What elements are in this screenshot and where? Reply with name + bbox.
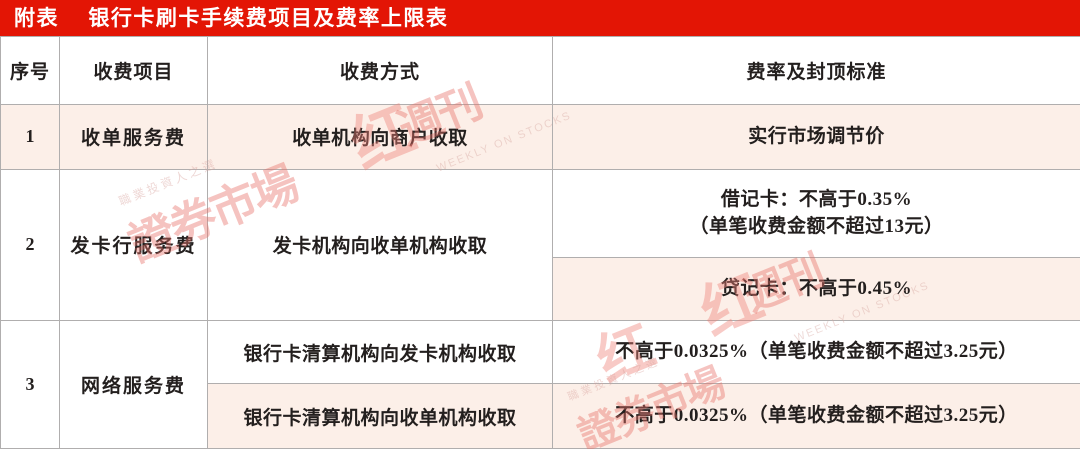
column-header-rate: 费率及封顶标准 — [552, 36, 1080, 105]
rate-line: （单笔收费金额不超过13元） — [689, 216, 944, 238]
row-mode-3b: 银行卡清算机构向收单机构收取 — [207, 383, 553, 449]
table-row: 2 发卡行服务费 发卡机构向收单机构收取 借记卡：不高于0.35% （单笔收费金… — [0, 168, 1080, 321]
rate-line: 借记卡：不高于0.35% — [720, 188, 913, 210]
row-item-2: 发卡行服务费 — [59, 168, 208, 321]
column-header-index: 序号 — [0, 36, 60, 105]
rate-line: 贷记卡：不高于0.45% — [720, 278, 913, 300]
page-title: 附表 银行卡刷卡手续费项目及费率上限表 — [14, 6, 449, 30]
row-item-1: 收单服务费 — [59, 104, 208, 170]
column-header-item: 收费项目 — [59, 36, 208, 105]
row-rate-1: 实行市场调节价 — [552, 104, 1080, 170]
row-index-1: 1 — [0, 104, 60, 170]
table-body: 1 收单服务费 收单机构向商户收取 实行市场调节价 2 发卡行服务费 发卡机构向… — [0, 104, 1080, 449]
table-row: 3 网络服务费 银行卡清算机构向发卡机构收取 不高于0.0325%（单笔收费金额… — [0, 319, 1080, 449]
row-index-2: 2 — [0, 168, 60, 321]
table-header-row: 序号 收费项目 收费方式 费率及封顶标准 — [0, 36, 1080, 105]
row-rate-3a: 不高于0.0325%（单笔收费金额不超过3.25元） — [552, 319, 1080, 385]
table-row: 银行卡清算机构向收单机构收取 不高于0.0325%（单笔收费金额不超过3.25元… — [1, 383, 1080, 449]
row-mode-3a: 银行卡清算机构向发卡机构收取 — [207, 319, 553, 385]
row-rate-3b: 不高于0.0325%（单笔收费金额不超过3.25元） — [552, 383, 1080, 449]
column-header-mode: 收费方式 — [207, 36, 553, 105]
row-index-3: 3 — [0, 319, 60, 449]
row-item-3: 网络服务费 — [59, 319, 208, 449]
title-bar: 附表 银行卡刷卡手续费项目及费率上限表 — [0, 0, 1080, 36]
table-header: 序号 收费项目 收费方式 费率及封顶标准 — [0, 36, 1080, 105]
table-row: 1 收单服务费 收单机构向商户收取 实行市场调节价 — [0, 104, 1080, 170]
row-rate-2a: 借记卡：不高于0.35% （单笔收费金额不超过13元） — [552, 168, 1080, 259]
row-rate-2b: 贷记卡：不高于0.45% — [552, 257, 1080, 321]
row-mode-2: 发卡机构向收单机构收取 — [207, 168, 553, 321]
fee-rate-table: 序号 收费项目 收费方式 费率及封顶标准 1 收单服务费 收单机构向商户收取 实… — [0, 36, 1080, 449]
fee-table-container: 序号 收费项目 收费方式 费率及封顶标准 1 收单服务费 收单机构向商户收取 实… — [0, 36, 1080, 449]
table-row: 贷记卡：不高于0.45% — [1, 257, 1080, 321]
row-mode-1: 收单机构向商户收取 — [207, 104, 553, 170]
